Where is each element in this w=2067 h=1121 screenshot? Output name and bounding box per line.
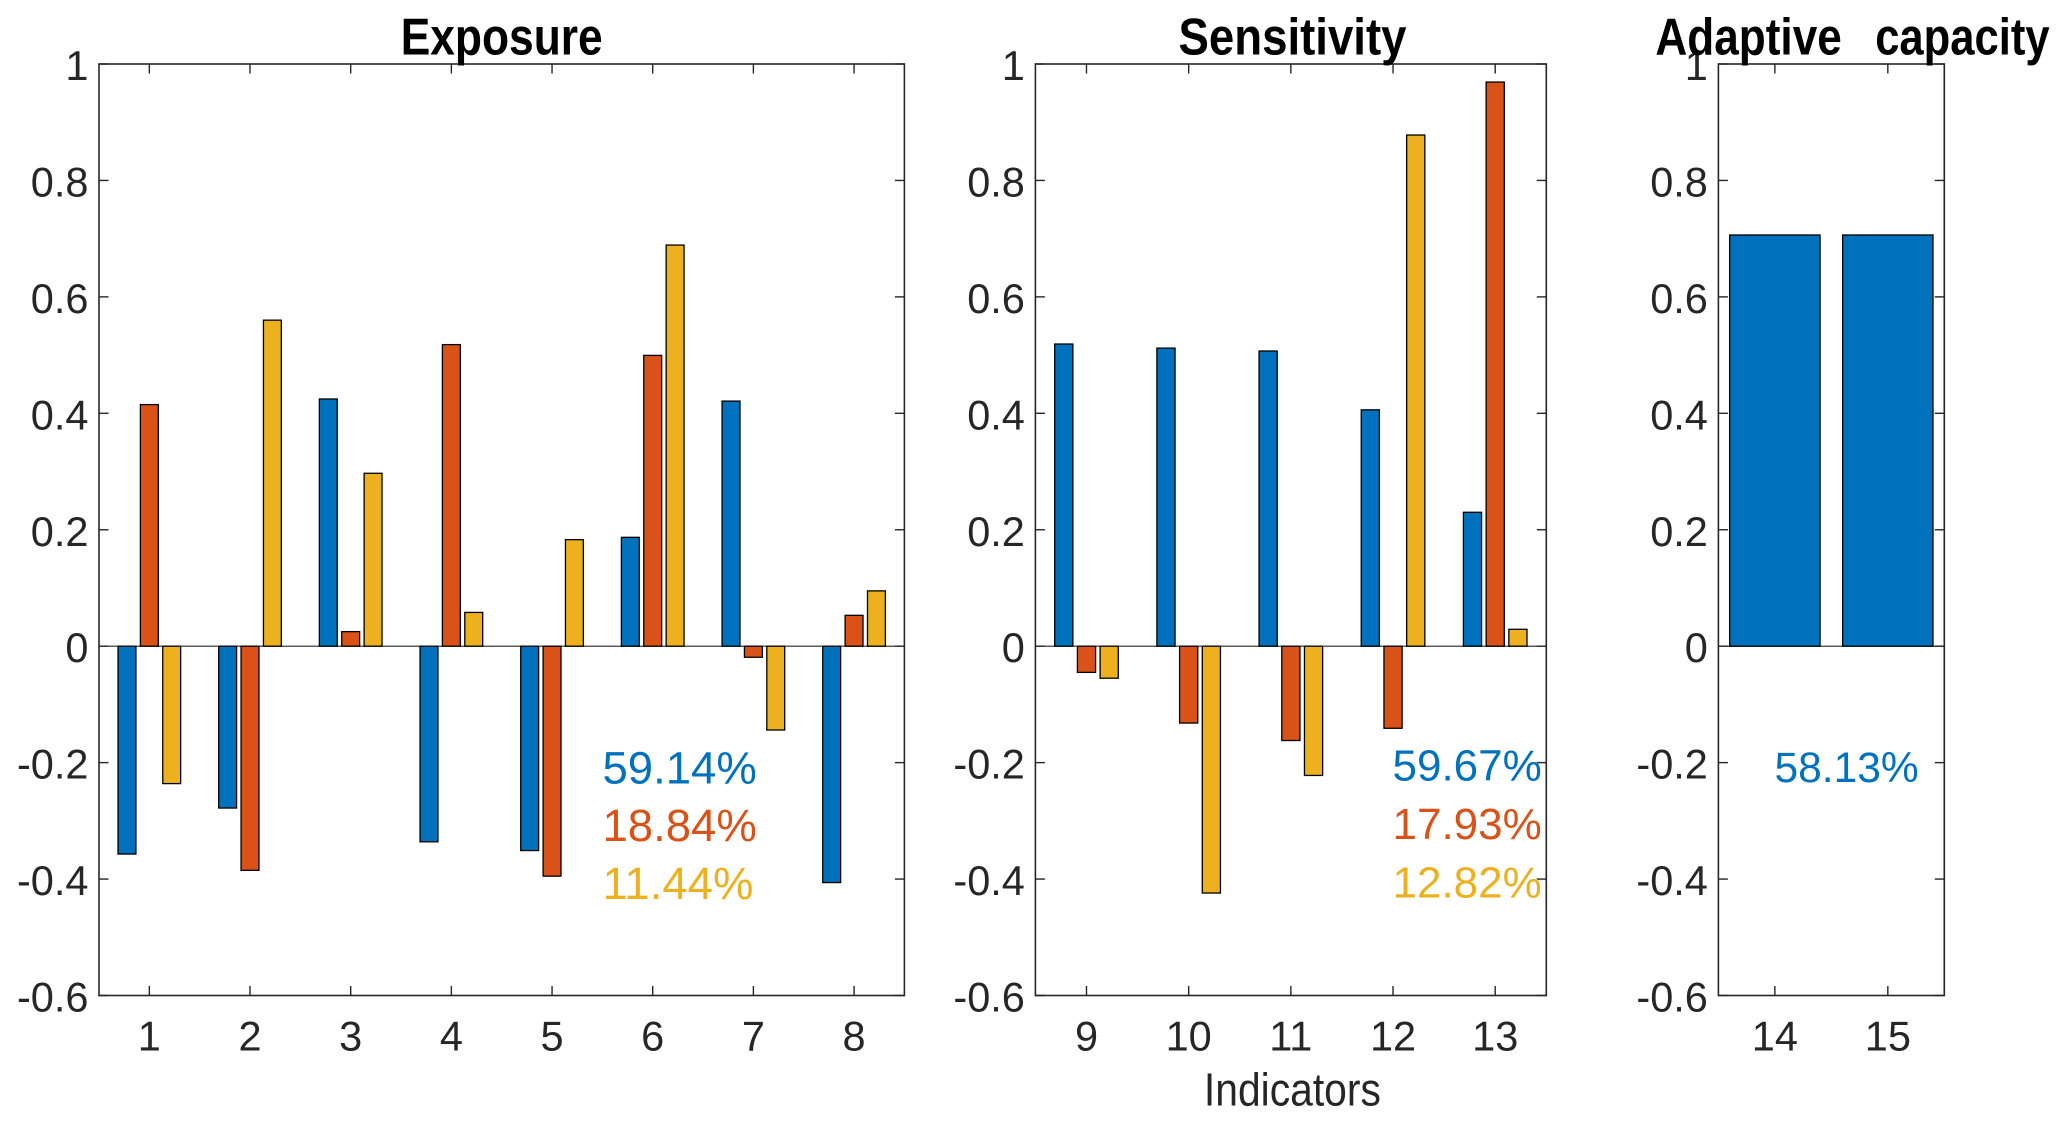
- svg-text:Exposure: Exposure: [401, 7, 603, 65]
- svg-text:12.82%: 12.82%: [1393, 859, 1542, 908]
- svg-text:Adaptive: Adaptive: [1655, 7, 1841, 65]
- svg-text:59.14%: 59.14%: [603, 742, 757, 793]
- svg-text:0.2: 0.2: [967, 508, 1025, 555]
- svg-text:0.8: 0.8: [967, 158, 1025, 205]
- svg-text:13: 13: [1472, 1013, 1518, 1060]
- svg-text:3: 3: [339, 1013, 362, 1060]
- svg-text:Sensitivity: Sensitivity: [1179, 7, 1407, 65]
- svg-text:1: 1: [65, 42, 88, 89]
- svg-text:-0.6: -0.6: [1636, 974, 1708, 1021]
- svg-text:18.84%: 18.84%: [603, 800, 757, 851]
- svg-text:11.44%: 11.44%: [603, 858, 754, 909]
- svg-text:10: 10: [1166, 1013, 1212, 1060]
- svg-text:capacity: capacity: [1875, 7, 2050, 65]
- svg-text:0.2: 0.2: [1650, 508, 1708, 555]
- svg-text:1: 1: [1002, 42, 1025, 89]
- svg-text:-0.4: -0.4: [953, 857, 1025, 904]
- svg-text:-0.2: -0.2: [1636, 741, 1708, 788]
- svg-text:-0.2: -0.2: [17, 741, 89, 788]
- svg-text:9: 9: [1075, 1013, 1098, 1060]
- svg-text:7: 7: [742, 1013, 765, 1060]
- svg-text:0.6: 0.6: [1650, 275, 1708, 322]
- svg-text:0.8: 0.8: [31, 158, 89, 205]
- svg-text:Indicators: Indicators: [1204, 1064, 1381, 1116]
- svg-text:0.6: 0.6: [967, 275, 1025, 322]
- svg-text:0.4: 0.4: [1650, 391, 1708, 438]
- svg-text:17.93%: 17.93%: [1393, 800, 1542, 849]
- svg-text:11: 11: [1269, 1013, 1312, 1060]
- svg-text:1: 1: [138, 1013, 161, 1060]
- svg-text:1: 1: [1685, 42, 1708, 89]
- svg-text:2: 2: [238, 1013, 261, 1060]
- svg-text:0: 0: [1002, 624, 1025, 671]
- svg-text:-0.6: -0.6: [953, 974, 1025, 1021]
- svg-text:0.4: 0.4: [31, 391, 89, 438]
- svg-text:0: 0: [65, 624, 88, 671]
- svg-text:14: 14: [1752, 1013, 1798, 1060]
- svg-text:58.13%: 58.13%: [1775, 745, 1919, 792]
- svg-text:8: 8: [843, 1013, 866, 1060]
- svg-text:5: 5: [540, 1013, 563, 1060]
- svg-text:12: 12: [1370, 1013, 1416, 1060]
- svg-text:0.6: 0.6: [31, 275, 89, 322]
- svg-text:0.8: 0.8: [1650, 158, 1708, 205]
- svg-text:15: 15: [1865, 1013, 1911, 1060]
- svg-text:-0.2: -0.2: [953, 741, 1025, 788]
- svg-text:-0.4: -0.4: [17, 857, 89, 904]
- svg-text:0.4: 0.4: [967, 391, 1025, 438]
- svg-text:59.67%: 59.67%: [1393, 742, 1542, 791]
- svg-text:6: 6: [641, 1013, 664, 1060]
- svg-text:0: 0: [1685, 624, 1708, 671]
- svg-text:-0.6: -0.6: [17, 974, 89, 1021]
- svg-text:-0.4: -0.4: [1636, 857, 1708, 904]
- svg-text:4: 4: [440, 1013, 463, 1060]
- svg-text:0.2: 0.2: [31, 508, 89, 555]
